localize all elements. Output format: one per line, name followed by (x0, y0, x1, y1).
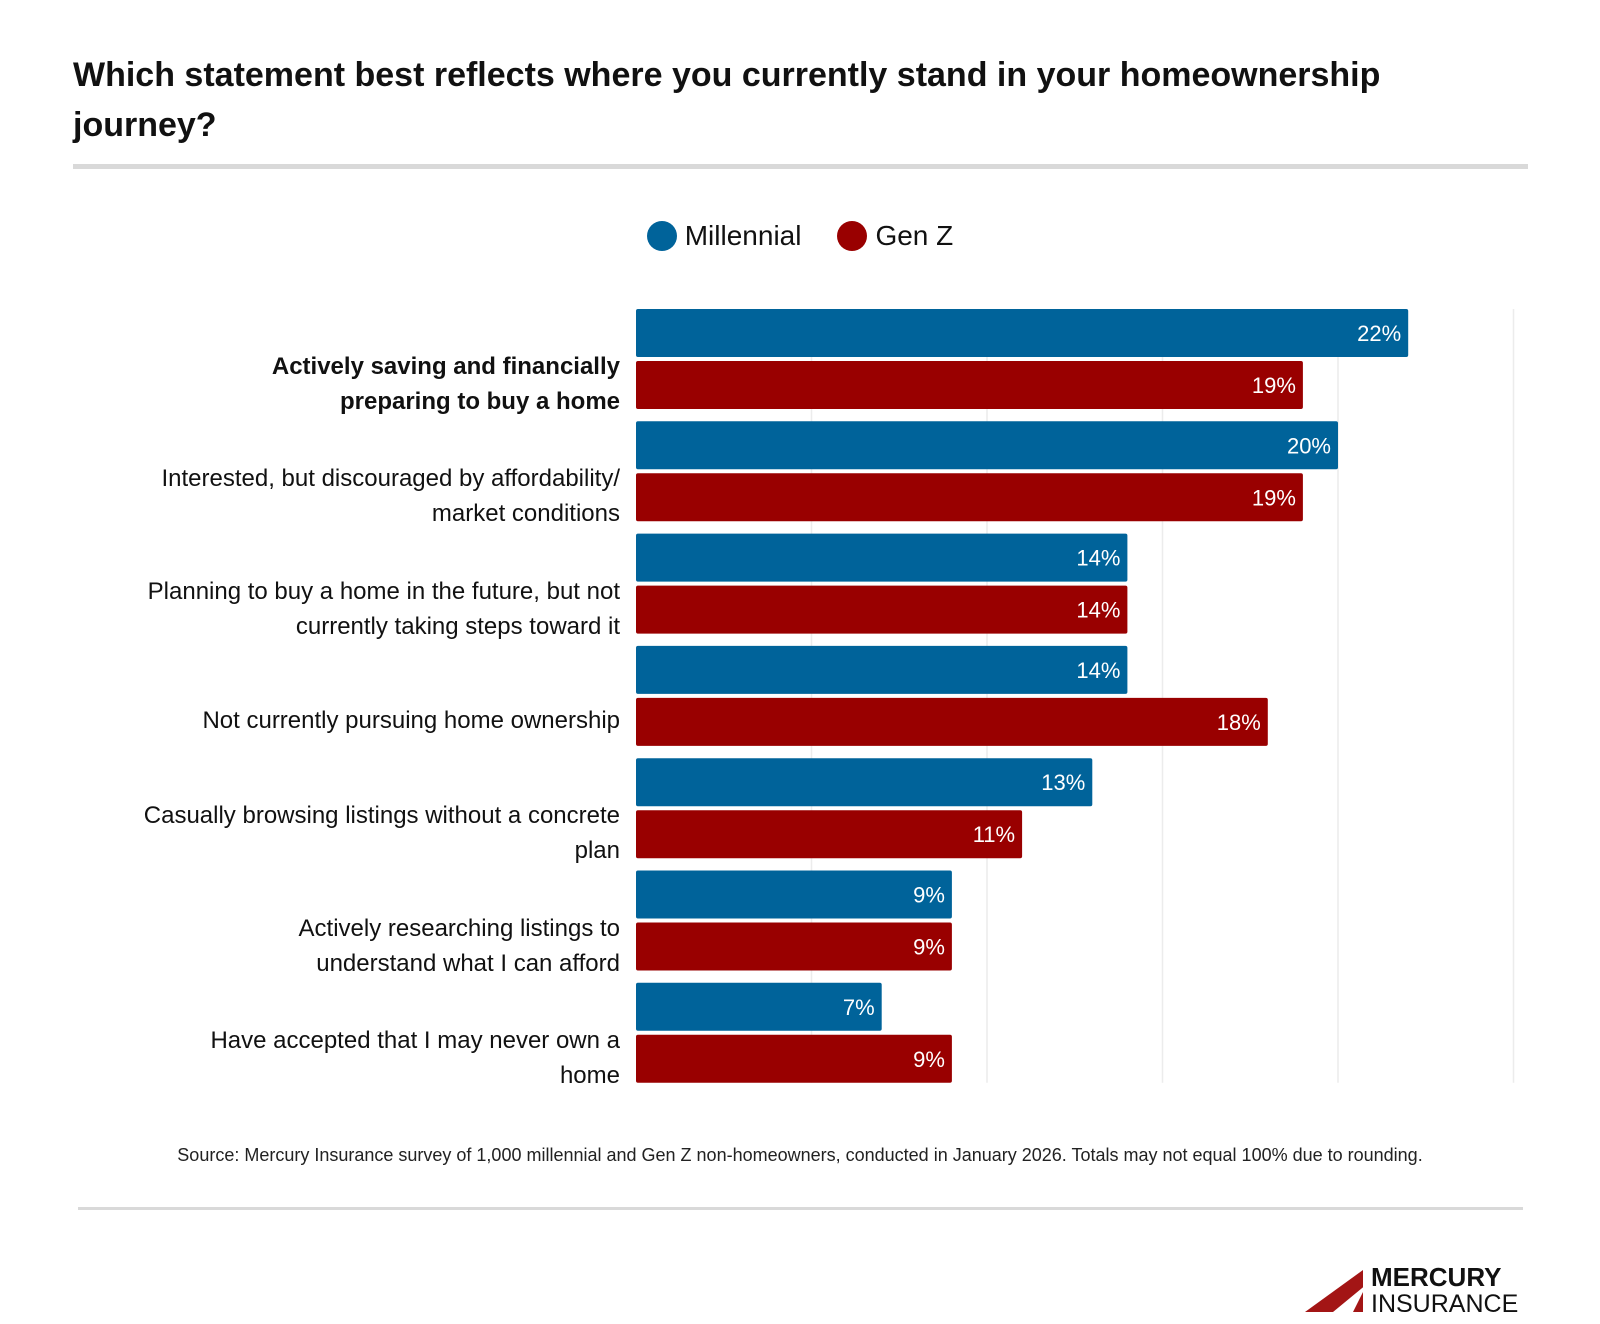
category-label: Actively saving and financially preparing… (271, 353, 620, 415)
bar-genz (636, 1034, 952, 1083)
bar-genz (636, 810, 1023, 859)
bar-millennial (636, 421, 1338, 470)
bar-millennial (636, 533, 1128, 582)
bar-genz (636, 697, 1268, 746)
legend-label-millennial: Millennial (684, 220, 802, 251)
data-label: 9% (913, 935, 945, 960)
category-label: Casually browsing listings without a con… (143, 802, 620, 865)
legend-label-genz: Gen Z (875, 220, 954, 251)
legend-item-genz: Gen Z (837, 220, 953, 252)
category-label: Not currently pursuing home ownership (202, 707, 620, 735)
bar-millennial (636, 758, 1093, 807)
legend: Millennial Gen Z (0, 220, 1600, 252)
category-label: Planning to buy a home in the future, bu… (147, 577, 620, 640)
bar-millennial (636, 870, 952, 919)
bar-chart: 22% 19% 20% 19% 14% 14% 14% 18% 13% 11% 9% 9% 7% 9% (636, 309, 1515, 1083)
data-label: 14% (1076, 598, 1120, 623)
bar-millennial (636, 645, 1128, 694)
data-label: 14% (1076, 546, 1120, 571)
data-label: 18% (1217, 710, 1261, 735)
bar-genz (636, 585, 1128, 634)
legend-swatch-millennial (646, 221, 677, 251)
bar-genz (636, 473, 1303, 522)
data-label: 14% (1076, 658, 1120, 683)
category-label: Interested, but discouraged by affordabi… (161, 465, 620, 528)
bar-millennial (636, 982, 882, 1031)
category-label: Have accepted that I may never own a home (210, 1026, 620, 1089)
top-divider (73, 164, 1528, 169)
data-label: 11% (973, 822, 1015, 847)
bar-genz (636, 922, 952, 971)
category-label: Actively researching listings to understa… (298, 914, 620, 977)
data-label: 20% (1287, 433, 1331, 458)
chart-title: Which statement best reflects where you … (73, 56, 1381, 144)
legend-item-millennial: Millennial (646, 220, 802, 252)
data-label: 19% (1252, 485, 1296, 510)
logo-text-mercury: MERCURY (1371, 1262, 1501, 1292)
data-label: 22% (1357, 321, 1401, 346)
bar-millennial (636, 309, 1409, 357)
data-label: 7% (843, 995, 875, 1020)
logo-text-insurance: INSURANCE (1371, 1290, 1518, 1314)
data-label: 9% (913, 1047, 945, 1072)
data-label: 13% (1041, 770, 1085, 795)
data-label: 9% (913, 883, 945, 908)
bottom-divider (78, 1207, 1523, 1210)
mercury-insurance-logo: MERCURY INSURANCE (1305, 1262, 1518, 1314)
bar-genz (636, 361, 1303, 409)
legend-swatch-genz (837, 221, 868, 251)
data-label: 19% (1252, 373, 1296, 398)
source-note: Source: Mercury Insurance survey of 1,00… (177, 1145, 1423, 1165)
